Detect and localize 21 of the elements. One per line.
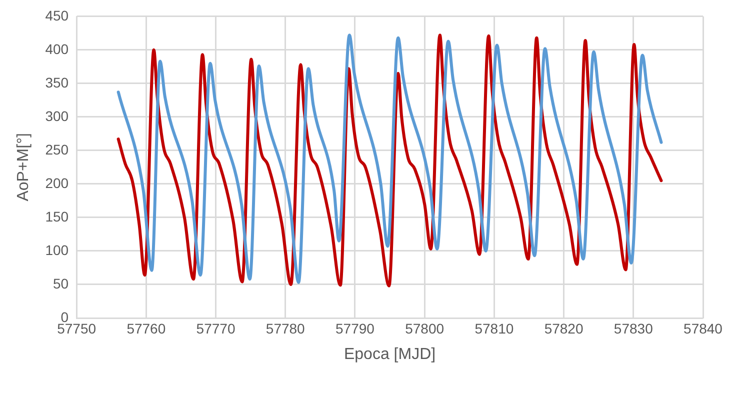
- y-tick-label: 200: [45, 174, 69, 191]
- x-tick-label: 57790: [336, 320, 375, 336]
- x-tick-label: 57800: [405, 320, 444, 336]
- y-tick-label: 250: [45, 141, 69, 158]
- y-tick-label: 300: [45, 108, 69, 124]
- x-tick-label: 57780: [266, 320, 306, 336]
- x-tick-label: 57820: [544, 320, 584, 336]
- y-tick-label: 350: [45, 74, 69, 90]
- y-tick-label: 0: [60, 308, 69, 325]
- x-tick-label: 57810: [474, 320, 514, 336]
- x-axis-title: Epoca [MJD]: [344, 346, 436, 363]
- y-tick-label: 50: [52, 275, 69, 292]
- y-tick-label: 400: [45, 40, 69, 57]
- x-tick-label: 57770: [196, 320, 236, 336]
- y-axis-title: AoP+M[°]: [15, 133, 32, 202]
- y-tick-label: 150: [45, 208, 69, 224]
- y-tick-label: 450: [45, 7, 69, 24]
- x-tick-label: 57760: [126, 320, 166, 336]
- x-tick-label: 57840: [684, 320, 723, 336]
- y-tick-label: 100: [45, 242, 69, 258]
- x-tick-label: 57830: [614, 320, 654, 336]
